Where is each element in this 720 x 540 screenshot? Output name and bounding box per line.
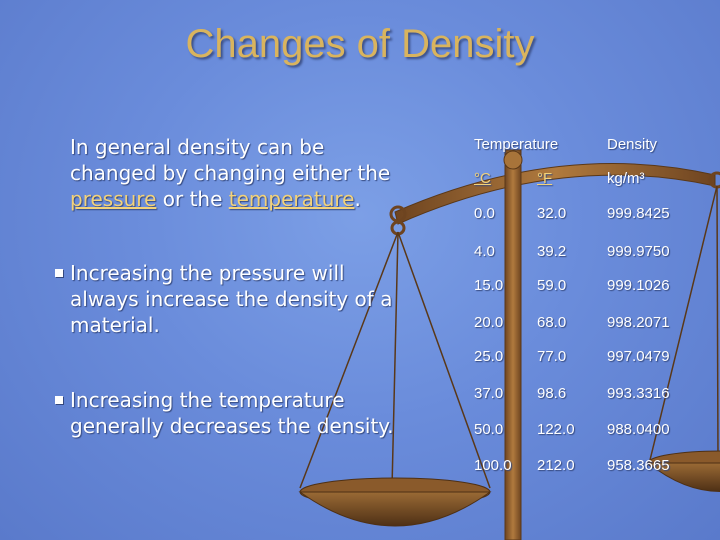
pressure-link[interactable]: pressure [70, 187, 157, 211]
density-cell: 997.0479 [607, 348, 670, 365]
density-cell: 999.8425 [607, 205, 670, 222]
density-cell: 988.0400 [607, 421, 670, 438]
density-cell: 999.9750 [607, 243, 670, 260]
celsius-cell: 100.0 [474, 457, 512, 474]
intro-end: . [354, 187, 361, 211]
density-cell: 958.3665 [607, 457, 670, 474]
celsius-cell: 20.0 [474, 314, 504, 331]
unit-celsius[interactable]: °C [474, 170, 491, 187]
fahrenheit-cell: 98.6 [537, 385, 567, 402]
temperature-link[interactable]: temperature [228, 187, 355, 211]
intro-line-1: In general density can be [70, 135, 325, 159]
intro-line-3: pressure or the temperature. [70, 186, 420, 212]
celsius-cell: 4.0 [474, 243, 495, 260]
bullet-1-line-2: always increase the density of a [70, 287, 393, 311]
bullet-2-line-2: generally decreases the density. [70, 414, 394, 438]
celsius-cell: 0.0 [474, 205, 495, 222]
intro-paragraph: In general density can be changed by cha… [70, 134, 420, 212]
celsius-cell: 50.0 [474, 421, 504, 438]
fahrenheit-cell: 39.2 [537, 243, 567, 260]
celsius-cell: 37.0 [474, 385, 504, 402]
fahrenheit-cell: 77.0 [537, 348, 567, 365]
celsius-cell: 25.0 [474, 348, 504, 365]
header-temperature: Temperature [474, 136, 559, 153]
density-cell: 998.2071 [607, 314, 670, 331]
unit-fahrenheit[interactable]: °F [537, 170, 553, 187]
fahrenheit-cell: 32.0 [537, 205, 567, 222]
fahrenheit-cell: 59.0 [537, 277, 567, 294]
slide-title: Changes of Density [185, 22, 535, 66]
bullet-item-temperature: Increasing the temperature generally dec… [70, 387, 420, 439]
bullet-1-line-1: Increasing the pressure will [70, 261, 345, 285]
header-density: Density [607, 136, 658, 153]
intro-line-2: changed by changing either the [70, 161, 391, 185]
density-cell: 999.1026 [607, 277, 670, 294]
square-bullet-icon [55, 396, 63, 404]
fahrenheit-cell: 122.0 [537, 421, 575, 438]
unit-kg-per-m3: kg/m³ [607, 170, 645, 187]
density-cell: 993.3316 [607, 385, 670, 402]
intro-connector: or the [156, 187, 229, 211]
fahrenheit-cell: 68.0 [537, 314, 567, 331]
fahrenheit-cell: 212.0 [537, 457, 575, 474]
bullet-item-pressure: Increasing the pressure will always incr… [70, 260, 420, 338]
bullet-1-line-3: material. [70, 313, 160, 337]
celsius-cell: 15.0 [474, 277, 504, 294]
bullet-2-line-1: Increasing the temperature [70, 388, 345, 412]
square-bullet-icon [55, 269, 63, 277]
